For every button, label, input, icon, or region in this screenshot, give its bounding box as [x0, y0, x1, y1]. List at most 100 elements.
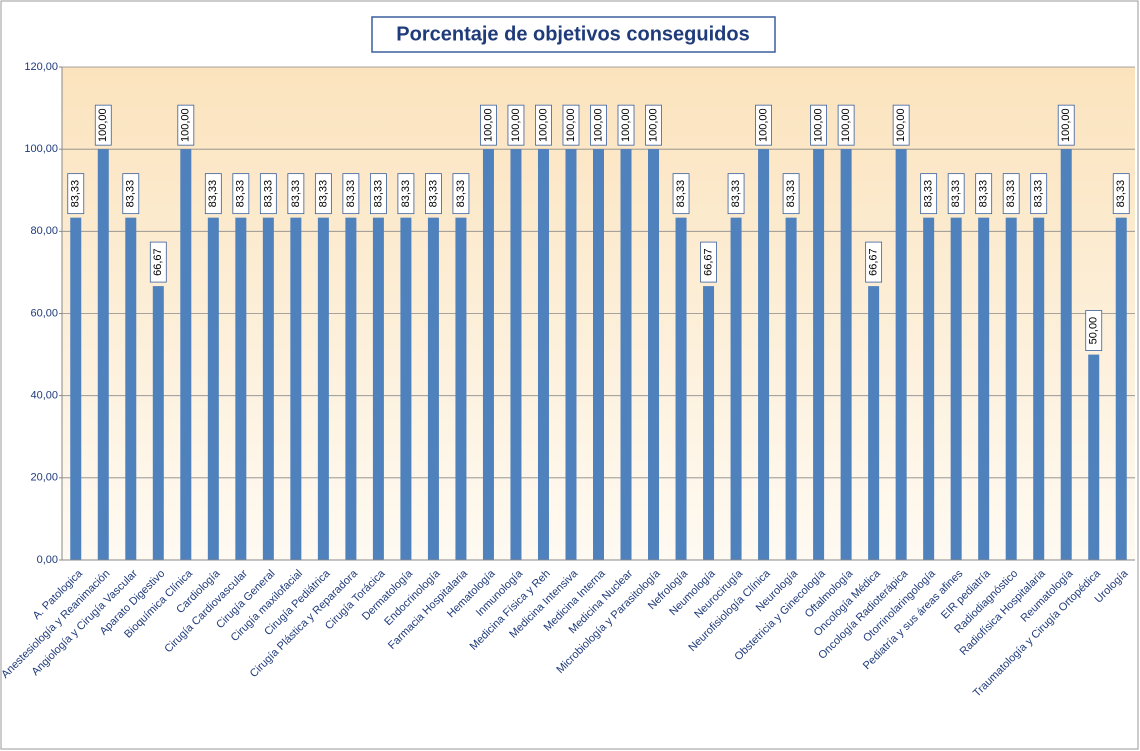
bar [482, 149, 494, 560]
value-label-box [342, 173, 360, 215]
value-label: 100,00 [840, 108, 852, 142]
bar [1060, 149, 1072, 560]
bar [207, 217, 219, 560]
bar [675, 217, 687, 560]
bar [427, 217, 439, 560]
value-label-box [1085, 310, 1103, 351]
bar [262, 217, 274, 560]
bar [785, 217, 797, 560]
bar [868, 286, 880, 560]
value-label-box [149, 241, 167, 283]
value-label-box [1002, 173, 1020, 215]
value-label: 83,33 [675, 180, 687, 208]
value-label: 100,00 [1060, 108, 1072, 142]
value-label: 83,33 [1033, 180, 1045, 208]
bar [923, 217, 935, 560]
value-label-box [672, 173, 690, 215]
value-label: 83,33 [785, 180, 797, 208]
value-label-box [782, 173, 800, 215]
value-label-box [1057, 104, 1075, 146]
bar [537, 149, 549, 560]
value-label-box [122, 173, 140, 215]
bar [317, 217, 329, 560]
bar [895, 149, 907, 560]
value-label: 66,67 [868, 248, 880, 276]
value-label-box [232, 173, 250, 215]
value-label-box [94, 104, 112, 146]
value-label: 83,33 [923, 180, 935, 208]
value-label-box [67, 173, 85, 215]
bar [703, 286, 715, 560]
value-label: 83,33 [345, 180, 357, 208]
value-label: 83,33 [950, 180, 962, 208]
value-label: 83,33 [235, 180, 247, 208]
value-label: 100,00 [592, 108, 604, 142]
value-label-box [397, 173, 415, 215]
value-label-box [287, 173, 305, 215]
value-label-box [425, 173, 442, 215]
bar [950, 217, 962, 560]
value-label: 50,00 [1088, 317, 1100, 345]
value-label: 100,00 [537, 108, 549, 142]
value-label: 83,33 [455, 180, 467, 208]
value-label-box [204, 173, 222, 215]
y-tick-label: 40,00 [30, 390, 58, 402]
y-tick-label: 120,00 [24, 61, 58, 73]
bar [1033, 217, 1045, 560]
value-label-box [837, 104, 855, 146]
value-label-box [617, 104, 635, 146]
value-label-box [975, 173, 993, 215]
value-label-box [259, 173, 277, 215]
bar [400, 217, 412, 560]
value-label-box [1112, 173, 1130, 215]
value-label-box [177, 104, 195, 146]
value-label-box [590, 104, 607, 146]
y-tick-label: 60,00 [30, 307, 58, 319]
value-label: 100,00 [565, 108, 577, 142]
value-label: 100,00 [180, 108, 192, 142]
value-label-box [452, 173, 470, 215]
y-tick-label: 20,00 [30, 472, 58, 484]
bar [510, 149, 522, 560]
value-label-box [480, 104, 497, 146]
value-label: 100,00 [895, 108, 907, 142]
value-label-box [755, 104, 772, 146]
bar [180, 149, 192, 560]
value-label: 83,33 [978, 180, 990, 208]
value-label: 66,67 [152, 248, 164, 276]
bar [620, 149, 632, 560]
bar [978, 217, 990, 560]
value-label: 100,00 [647, 108, 659, 142]
bar [1088, 354, 1100, 560]
bar [70, 217, 82, 560]
bar [1005, 217, 1017, 560]
value-label-box [947, 173, 965, 215]
value-label: 83,33 [400, 180, 412, 208]
bar [125, 217, 137, 560]
bar [290, 217, 302, 560]
value-label-box [369, 173, 387, 215]
bar [730, 217, 742, 560]
value-label: 83,33 [1115, 180, 1127, 208]
value-label-box [314, 173, 332, 215]
bar [1115, 217, 1127, 560]
value-label-box [562, 104, 580, 146]
chart-title: Porcentaje de objetivos conseguidos [396, 23, 749, 45]
y-tick-label: 80,00 [30, 225, 58, 237]
bar [372, 217, 384, 560]
value-label-box [892, 104, 910, 146]
bar [593, 149, 604, 560]
value-label: 83,33 [290, 180, 302, 208]
value-label: 100,00 [510, 108, 522, 142]
value-label: 83,33 [730, 180, 742, 208]
bar [97, 149, 109, 560]
y-tick-label: 100,00 [24, 143, 58, 155]
value-label: 83,33 [1005, 180, 1017, 208]
bar [455, 217, 467, 560]
value-label-box [700, 241, 717, 283]
value-label-box [727, 173, 745, 215]
bar [152, 286, 164, 560]
value-label: 83,33 [262, 180, 274, 208]
value-label: 83,33 [70, 180, 82, 208]
